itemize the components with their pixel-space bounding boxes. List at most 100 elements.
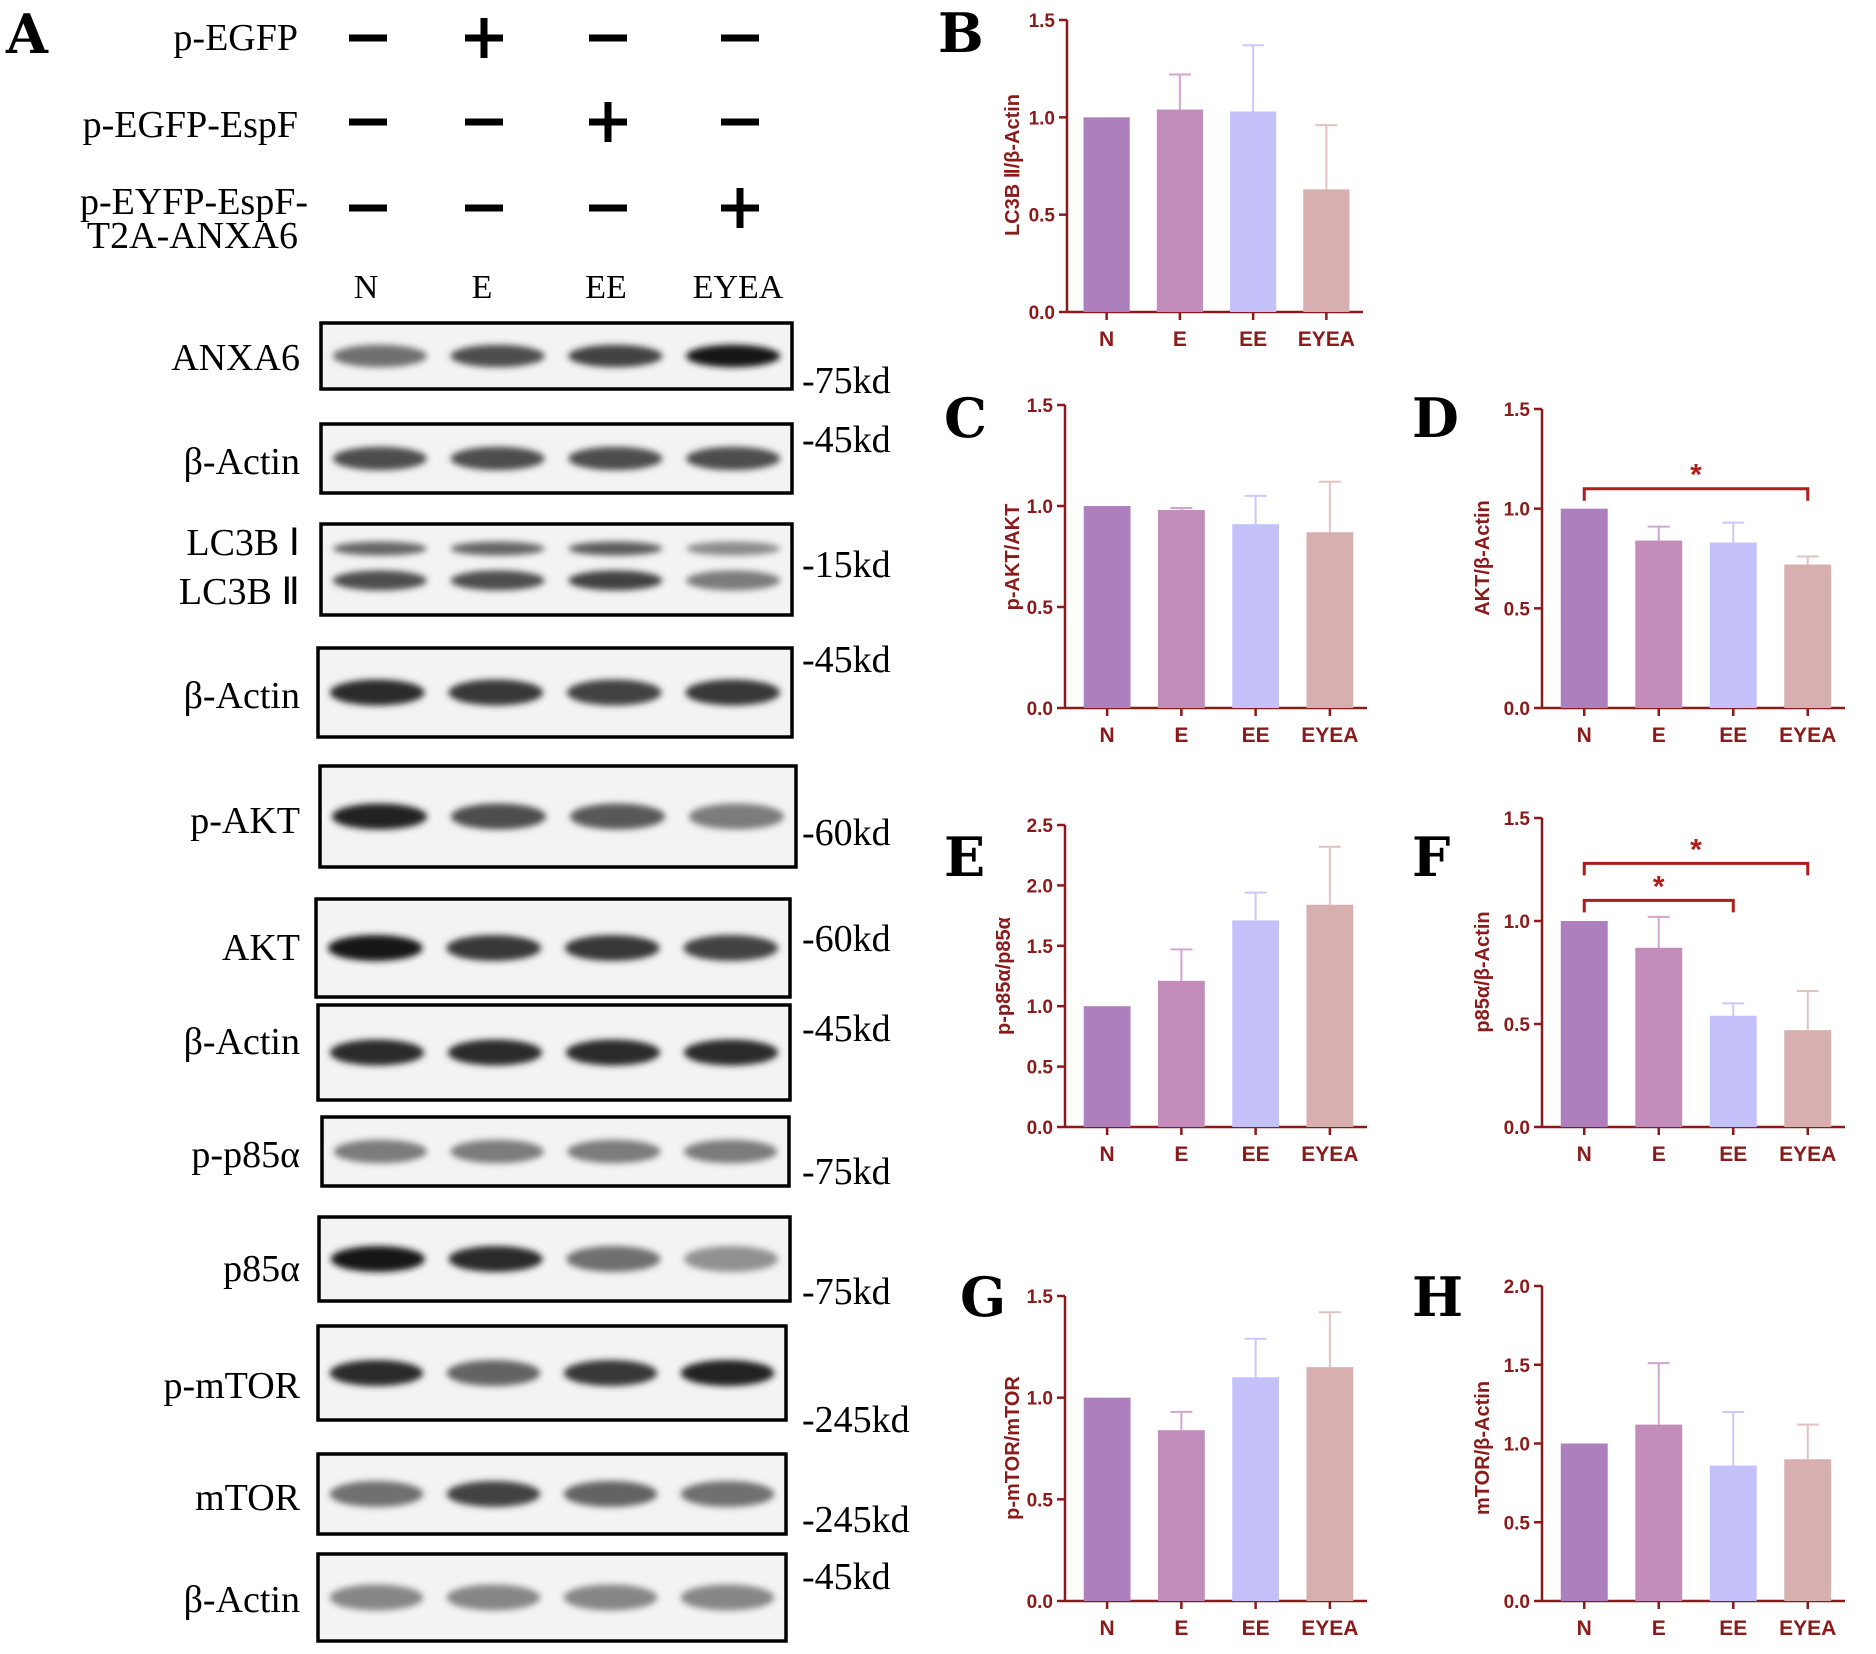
y-axis-title: LC3B Ⅱ/β-Actin [1002,94,1024,236]
blot-band [450,570,545,591]
blot-band [329,1584,424,1611]
panel-letter: E [944,825,985,889]
y-tick-label: 2.5 [1027,816,1054,837]
x-category-label: E [1174,724,1188,747]
plus-sign-vertical [736,188,744,228]
condition-label-eyfp-line2: T2A-ANXA6 [87,215,298,257]
blot-strip: p85α -75kd [223,1215,891,1313]
blot-band [450,803,547,830]
bar [1083,1006,1131,1127]
minus-sign [589,204,627,212]
minus-sign [349,204,387,212]
blot-strip: AKT -60kd [222,897,891,999]
y-tick-label: 0.5 [1027,1490,1054,1511]
blot-band [450,446,545,471]
significance-star: * [1653,870,1665,903]
bar [1635,947,1683,1127]
blot-band [684,1246,779,1272]
y-tick-label: 0.5 [1504,1015,1531,1036]
x-category-label: EE [1242,1143,1270,1166]
minus-sign [349,118,387,126]
blot-band [680,1360,775,1386]
y-tick-label: 0.5 [1027,1058,1054,1079]
condition-label-egfp: p-EGFP [173,17,298,59]
molecular-weight-marker: -60kd [802,918,891,960]
y-tick-label: 0.0 [1027,1118,1053,1139]
y-tick-label: 1.5 [1027,1287,1054,1308]
molecular-weight-marker: -75kd [802,360,891,402]
bar [1157,510,1205,708]
lane-label-eyea: EYEA [693,269,784,306]
blot-band [329,1481,424,1507]
y-tick-label: 1.5 [1504,1356,1531,1377]
x-category-label: N [1577,724,1592,747]
blot-label: LC3B Ⅰ [186,522,300,564]
blot-band [448,679,544,706]
x-category-label: EE [1242,1617,1270,1640]
blot-label-secondary: LC3B Ⅱ [179,571,300,613]
x-category-label: N [1099,328,1114,351]
lane-label-n: N [354,269,379,306]
y-tick-label: 2.0 [1504,1277,1530,1298]
y-tick-label: 0.0 [1029,303,1055,324]
x-category-label: EYEA [1779,724,1836,747]
blot-band [686,446,781,471]
y-tick-label: 1.0 [1504,1435,1530,1456]
bar [1709,542,1757,708]
significance-star: * [1690,833,1702,866]
minus-sign [589,34,627,42]
blot-band [329,1360,424,1386]
bar [1560,508,1608,708]
blot-band [680,1584,775,1611]
significance-star: * [1690,459,1702,492]
blot-band [332,541,427,556]
x-category-label: EYEA [1779,1617,1836,1640]
bar [1083,506,1131,708]
blot-band [688,803,785,830]
x-category-label: EE [1719,1617,1747,1640]
blot-band [568,570,663,591]
blot-band [331,803,428,830]
x-category-label: E [1173,328,1187,351]
molecular-weight-marker: -75kd [802,1271,891,1313]
panel-letter: D [1412,386,1459,450]
blot-strip: LC3B Ⅰ LC3B Ⅱ -15kd [179,522,891,617]
blot-strip: β-Actin -45kd [184,1003,891,1102]
blot-band [566,1246,661,1272]
x-category-label: E [1652,1617,1666,1640]
minus-sign [465,204,503,212]
blot-strips: ANXA6 -75kd β-Actin -45kd LC3B Ⅰ LC3B Ⅱ -15kd β… [163,321,910,1643]
y-tick-label: 1.5 [1027,937,1054,958]
minus-sign [721,34,759,42]
blot-band [564,935,660,961]
blot-strip: β-Actin -45kd [184,1552,891,1643]
blot-label: p85α [223,1248,300,1290]
blot-strip: p-p85α -75kd [191,1115,891,1193]
blot-band [333,1139,428,1164]
blot-band [332,344,427,368]
y-tick-label: 1.5 [1029,11,1056,32]
blot-band [446,1584,541,1611]
bar [1709,1465,1757,1601]
lane-label-e: E [472,269,493,306]
western-blot-panel: A p-EGFP p-EGFP-EspF p-EYFP-EspF- T2A-AN… [5,2,910,1643]
y-tick-label: 0.0 [1027,1592,1053,1613]
molecular-weight-marker: -45kd [802,1556,891,1598]
molecular-weight-marker: -45kd [802,1008,891,1050]
blot-band [680,1481,775,1507]
panel-letter-a: A [5,2,49,66]
panel-letter: H [1412,1265,1463,1329]
minus-sign [721,118,759,126]
blot-band [446,1481,541,1507]
bar [1784,564,1832,708]
x-category-label: EYEA [1298,328,1355,351]
panel-letter: C [944,386,987,450]
y-tick-label: 1.0 [1504,912,1530,933]
bar [1083,1397,1131,1601]
x-category-label: N [1100,1143,1115,1166]
y-tick-label: 0.0 [1504,699,1530,720]
bar [1635,540,1683,708]
